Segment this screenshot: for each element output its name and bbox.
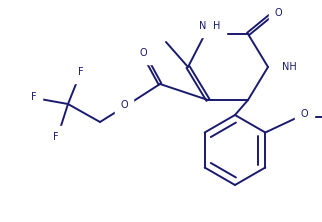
Text: F: F xyxy=(31,92,37,102)
Text: NH: NH xyxy=(282,62,297,72)
Text: O: O xyxy=(274,8,282,18)
Text: O: O xyxy=(139,48,147,58)
Text: F: F xyxy=(53,132,59,142)
Text: O: O xyxy=(120,100,128,110)
Text: F: F xyxy=(78,67,84,77)
Text: O: O xyxy=(300,109,308,119)
Text: H: H xyxy=(213,21,220,31)
Text: N: N xyxy=(199,21,206,31)
